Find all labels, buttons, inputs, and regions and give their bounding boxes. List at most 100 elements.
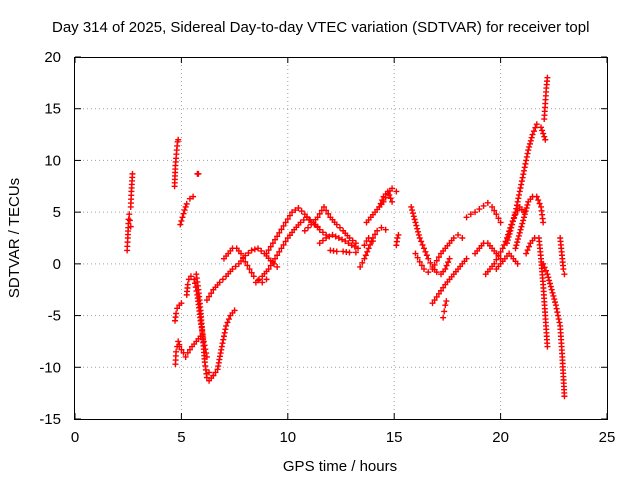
data-point (517, 226, 524, 233)
data-point (515, 195, 522, 202)
data-point (323, 235, 330, 241)
data-point (441, 308, 448, 315)
data-point (526, 143, 533, 150)
data-point (476, 206, 483, 213)
data-point (525, 147, 532, 154)
data-point (412, 219, 419, 226)
data-point (493, 256, 500, 263)
data-point (514, 260, 521, 267)
y-tick-labels: -15 -10 -5 0 5 10 15 20 (39, 49, 61, 428)
x-tick-label: 5 (177, 429, 185, 446)
data-point (232, 263, 239, 270)
data-point (245, 249, 252, 256)
data-point (237, 250, 244, 257)
data-point (412, 250, 419, 257)
data-point (248, 247, 255, 254)
data-point (329, 231, 336, 238)
series-arc-16.5 (412, 231, 466, 276)
data-point (540, 130, 547, 137)
data-point (229, 266, 236, 273)
y-tick-label: 0 (53, 256, 61, 273)
data-point (180, 210, 187, 217)
x-tick-label: 10 (279, 429, 296, 446)
data-point (183, 200, 190, 207)
data-point (206, 369, 213, 376)
data-point (561, 271, 568, 278)
data-point (555, 312, 562, 319)
data-point (544, 74, 551, 81)
data-point (440, 314, 447, 321)
data-point (250, 273, 257, 280)
data-point (513, 202, 520, 209)
data-point (267, 262, 274, 269)
data-point (282, 219, 289, 226)
series-arc-12.8 (327, 247, 359, 256)
series-arc-15.1 (393, 231, 402, 249)
data-point (524, 201, 531, 208)
data-point (524, 150, 531, 157)
data-point (363, 238, 370, 245)
data-point (420, 245, 427, 252)
data-point (126, 217, 133, 224)
x-axis-label: GPS time / hours (283, 458, 397, 475)
y-axis-label: SDTVAR / TECUs (6, 178, 23, 298)
data-point (126, 211, 133, 218)
data-point (240, 254, 247, 261)
data-point (552, 302, 559, 309)
series-arc-12.5 (316, 231, 362, 252)
data-point (542, 136, 549, 143)
data-point (524, 247, 531, 254)
data-point (269, 259, 276, 266)
data-point (184, 349, 191, 356)
y-tick-label: -15 (39, 411, 61, 428)
data-point (513, 242, 520, 249)
y-tick-label: 15 (44, 101, 61, 118)
data-point (517, 185, 524, 192)
data-point (510, 215, 517, 222)
data-point (419, 241, 426, 248)
data-point (547, 283, 554, 290)
data-point (256, 276, 263, 283)
data-point (345, 240, 352, 247)
data-point (516, 229, 523, 236)
data-point (129, 170, 136, 177)
data-point (305, 224, 312, 231)
x-tick-labels: 0 5 10 15 20 25 (71, 429, 616, 446)
data-point (491, 260, 498, 267)
data-point (540, 260, 547, 267)
data-point (515, 232, 522, 239)
data-point (514, 239, 521, 246)
data-point (176, 343, 183, 350)
data-point (263, 276, 270, 283)
data-point (443, 298, 450, 305)
data-point (549, 289, 556, 296)
data-point (259, 279, 266, 286)
data-point (518, 223, 525, 230)
data-point (491, 207, 498, 214)
data-point (378, 224, 385, 231)
data-point (216, 279, 223, 286)
data-point (223, 322, 230, 329)
data-point (418, 238, 425, 245)
data-point (242, 258, 249, 265)
data-point (411, 216, 418, 223)
data-point (431, 297, 438, 304)
data-point (493, 211, 500, 218)
series-arc-7.6 (220, 245, 270, 286)
y-tick-label: -10 (39, 359, 61, 376)
data-point (252, 279, 259, 286)
series-arc-14.6 (376, 188, 396, 210)
data-point (418, 262, 425, 269)
series-arc-17.3 (440, 298, 450, 321)
data-point (185, 276, 192, 283)
data-point (422, 248, 429, 255)
series-arc-2.5 (124, 211, 134, 254)
data-point (431, 261, 438, 268)
data-point (349, 237, 356, 244)
data-point (269, 240, 276, 247)
data-point (552, 299, 559, 306)
data-point (415, 228, 422, 235)
data-point (455, 231, 462, 238)
data-point (509, 218, 516, 225)
data-point (182, 203, 189, 210)
